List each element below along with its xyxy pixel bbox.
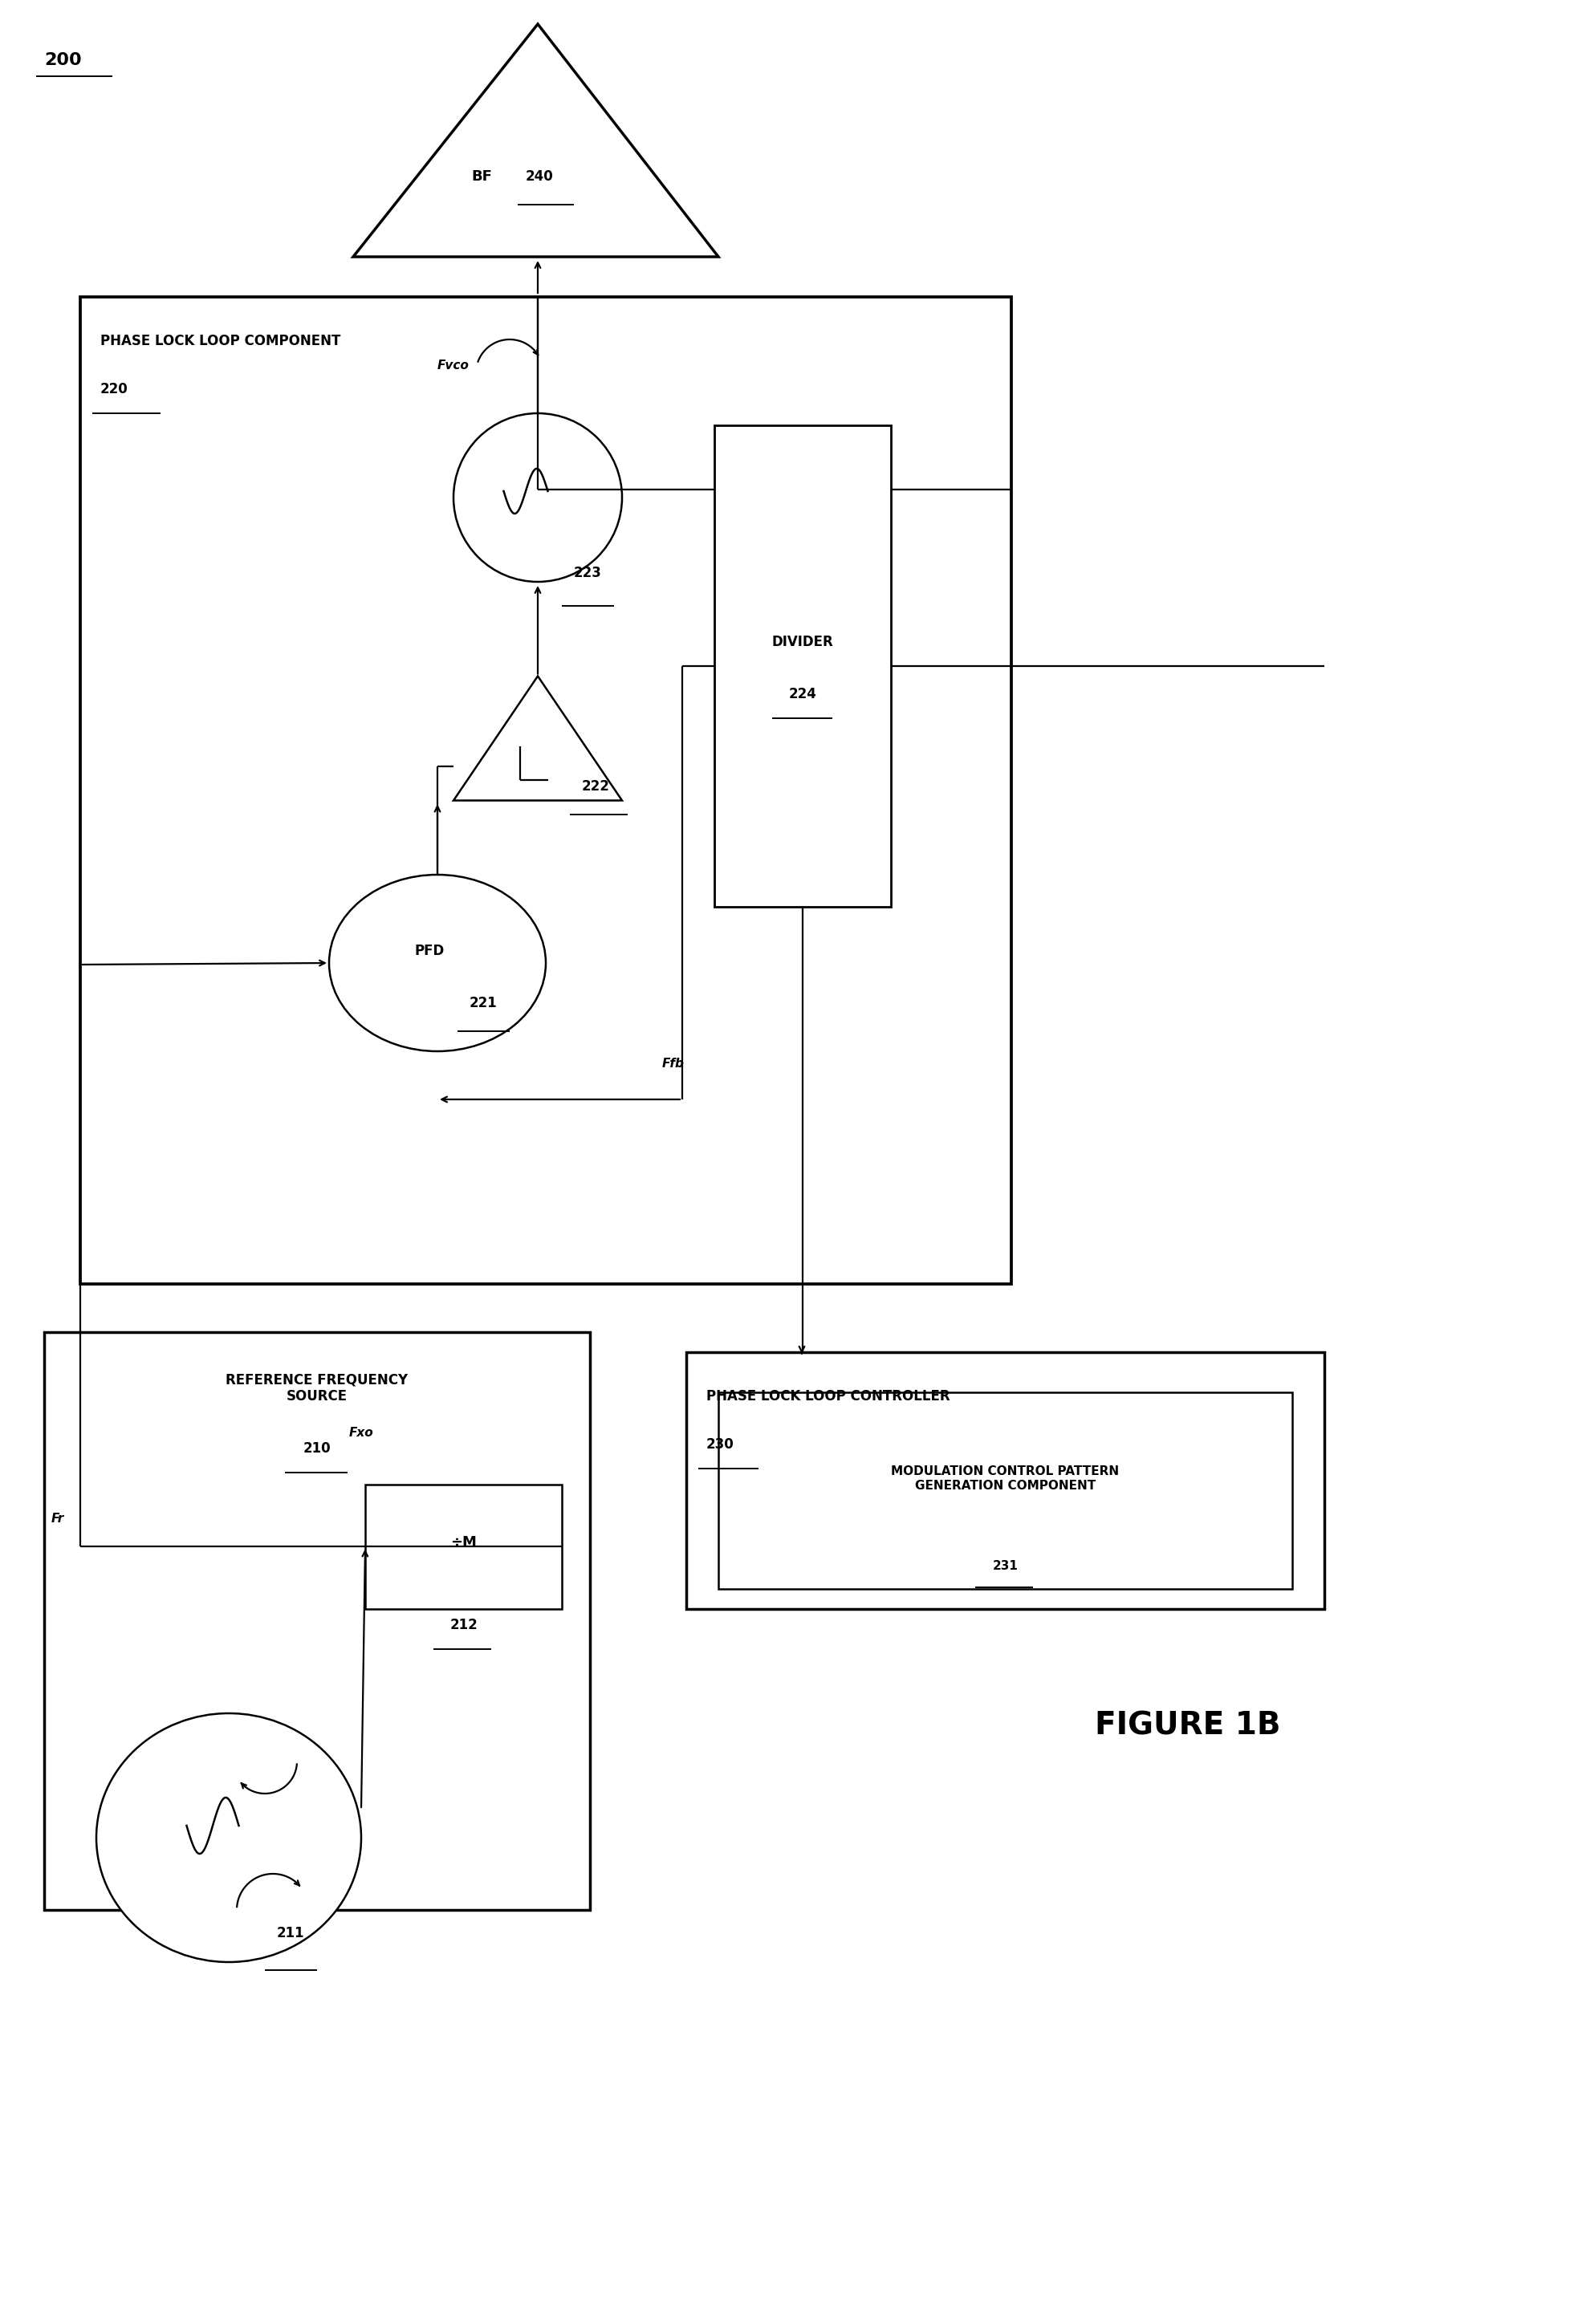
Text: Ffb: Ffb — [663, 1057, 685, 1069]
Text: 222: 222 — [582, 779, 611, 795]
Text: REFERENCE FREQUENCY
SOURCE: REFERENCE FREQUENCY SOURCE — [226, 1373, 408, 1404]
Bar — [687, 1353, 1324, 1608]
Text: 200: 200 — [44, 51, 82, 67]
Text: DIVIDER: DIVIDER — [772, 634, 834, 648]
Text: Fxo: Fxo — [350, 1427, 373, 1439]
Text: 224: 224 — [789, 688, 816, 702]
Text: PHASE LOCK LOOP CONTROLLER: PHASE LOCK LOOP CONTROLLER — [706, 1390, 951, 1404]
Text: MODULATION CONTROL PATTERN
GENERATION COMPONENT: MODULATION CONTROL PATTERN GENERATION CO… — [891, 1466, 1120, 1492]
Ellipse shape — [97, 1713, 361, 1961]
Text: 230: 230 — [706, 1436, 734, 1452]
Text: FIGURE 1B: FIGURE 1B — [1095, 1710, 1281, 1741]
Text: 220: 220 — [100, 381, 128, 397]
Bar — [715, 425, 891, 906]
Text: Fvco: Fvco — [438, 360, 470, 372]
Text: BF: BF — [471, 170, 492, 184]
Polygon shape — [353, 23, 718, 256]
Bar — [81, 297, 1011, 1283]
Text: 231: 231 — [992, 1559, 1019, 1573]
Text: 221: 221 — [470, 997, 497, 1011]
Text: 211: 211 — [277, 1927, 305, 1941]
Text: PFD: PFD — [414, 944, 445, 957]
Circle shape — [454, 414, 622, 581]
Text: 210: 210 — [304, 1441, 331, 1455]
Text: ÷M: ÷M — [451, 1536, 476, 1550]
Bar — [365, 1485, 562, 1608]
Polygon shape — [454, 676, 622, 799]
Text: 240: 240 — [525, 170, 554, 184]
Text: 212: 212 — [449, 1618, 478, 1631]
Text: Fr: Fr — [51, 1513, 65, 1525]
Text: 223: 223 — [574, 565, 601, 581]
Text: PHASE LOCK LOOP COMPONENT: PHASE LOCK LOOP COMPONENT — [100, 335, 340, 349]
Bar — [718, 1392, 1292, 1590]
Ellipse shape — [329, 874, 546, 1050]
Bar — [44, 1332, 590, 1910]
